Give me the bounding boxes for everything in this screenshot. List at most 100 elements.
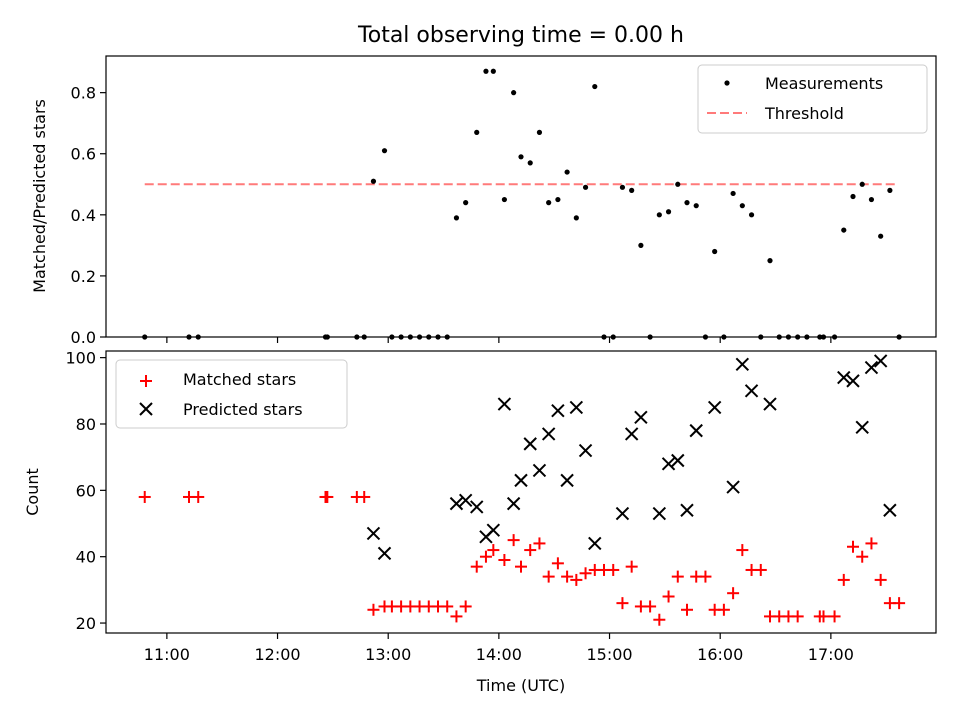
predicted-star-point (846, 374, 860, 388)
ratio-y-tick-label: 0.6 (71, 145, 96, 164)
matched-star-point (450, 610, 463, 623)
predicted-star-point (560, 473, 574, 488)
measurement-point (527, 160, 533, 166)
measurement-point (684, 200, 690, 206)
measurement-point (601, 334, 607, 340)
measurement-point (564, 169, 570, 175)
x-axis-label: Time (UTC) (476, 676, 565, 695)
measurement-point (795, 334, 801, 340)
legend-matched-marker (140, 375, 152, 387)
predicted-star-point (458, 493, 473, 508)
matched-star-point (441, 600, 454, 613)
predicted-star-point (855, 420, 869, 435)
x-tick-label: 12:00 (254, 645, 300, 664)
measurement-point (656, 212, 662, 218)
measurement-point (389, 334, 395, 340)
measurement-point (758, 334, 764, 340)
measurement-point (831, 334, 838, 340)
measurement-point (474, 129, 480, 135)
matched-star-point (487, 544, 500, 557)
measurement-point (324, 334, 330, 340)
x-tick-label: 11:00 (144, 645, 190, 664)
ratio-y-axis-label: Matched/Predicted stars (30, 99, 49, 293)
predicted-star-point (680, 503, 694, 517)
matched-star-point (817, 610, 830, 623)
x-tick-label: 14:00 (476, 645, 522, 664)
measurement-point (767, 258, 773, 264)
measurement-point (675, 181, 681, 187)
predicted-star-point (506, 496, 521, 511)
predicted-star-point (634, 410, 648, 425)
measurement-point (582, 184, 589, 190)
matched-star-point (542, 570, 555, 583)
ratio-y-tick-label: 0.4 (71, 206, 96, 225)
measurement-point (776, 334, 782, 340)
measurement-point (186, 334, 192, 340)
measurement-point (868, 196, 875, 203)
legend-predicted-marker (139, 402, 153, 416)
predicted-star-point (366, 526, 381, 541)
predicted-star-point (883, 503, 897, 517)
matched-star-point (515, 560, 527, 573)
matched-star-point (736, 544, 749, 557)
measurement-point (361, 334, 367, 340)
predicted-star-point (497, 397, 512, 411)
measurement-point (712, 248, 718, 255)
matched-star-point (616, 597, 629, 610)
measurement-point (592, 83, 598, 90)
matched-star-point (662, 590, 675, 603)
matched-star-point (498, 554, 511, 567)
matched-star-point (874, 573, 887, 586)
matched-star-point (681, 603, 693, 616)
ratio-y-tick-label: 0.0 (71, 328, 96, 347)
count-y-tick-label: 20 (76, 614, 96, 633)
matched-star-point (847, 540, 859, 553)
matched-star-point (479, 550, 492, 563)
measurement-point (195, 334, 201, 340)
measurement-point (850, 193, 856, 200)
legend-measurements-label: Measurements (765, 74, 883, 93)
predicted-star-point (578, 443, 593, 458)
ratio-panel-frame (105, 55, 937, 338)
measurement-point (555, 196, 561, 203)
predicted-star-point (744, 384, 759, 398)
measurement-point (619, 184, 626, 190)
predicted-star-point (689, 423, 703, 438)
matched-star-point (671, 570, 684, 583)
count-y-tick-label: 80 (76, 415, 96, 434)
measurement-point (381, 148, 388, 154)
matched-star-point (367, 603, 380, 616)
measurement-point (426, 334, 432, 340)
measurement-point (483, 68, 489, 74)
count-y-tick-label: 40 (76, 548, 96, 567)
matched-star-point (192, 490, 205, 503)
matched-star-point (625, 560, 638, 573)
matched-star-point (507, 534, 520, 547)
legend-measurements-marker (724, 80, 730, 86)
predicted-star-point (449, 496, 464, 511)
predicted-star-point (486, 523, 501, 537)
measurement-point (896, 334, 902, 340)
measurement-point (435, 334, 441, 340)
measurement-point (501, 196, 507, 203)
measurement-point (398, 334, 404, 340)
measurement-point (841, 227, 847, 233)
matched-star-point (138, 490, 151, 503)
measurement-point (785, 334, 792, 340)
measurement-point (444, 334, 450, 340)
predicted-star-point (523, 437, 537, 451)
predicted-star-point (661, 457, 676, 471)
matched-star-point (524, 544, 537, 557)
count-panel: 20 40 60 80 100 11:00 12:00 13:00 14:00 15:00 16:… (23, 349, 937, 695)
matched-star-point (607, 563, 620, 576)
predicted-star-point (541, 427, 556, 441)
predicted-star-point (671, 453, 685, 468)
predicted-star-point (707, 400, 722, 415)
predicted-stars-points (366, 354, 897, 561)
matched-star-point (570, 573, 583, 586)
predicted-star-point (532, 463, 547, 478)
matched-star-point (579, 567, 592, 580)
matched-star-point (717, 603, 730, 616)
count-x-ticks: 11:00 12:00 13:00 14:00 15:00 16:00 17:00 (144, 633, 854, 664)
